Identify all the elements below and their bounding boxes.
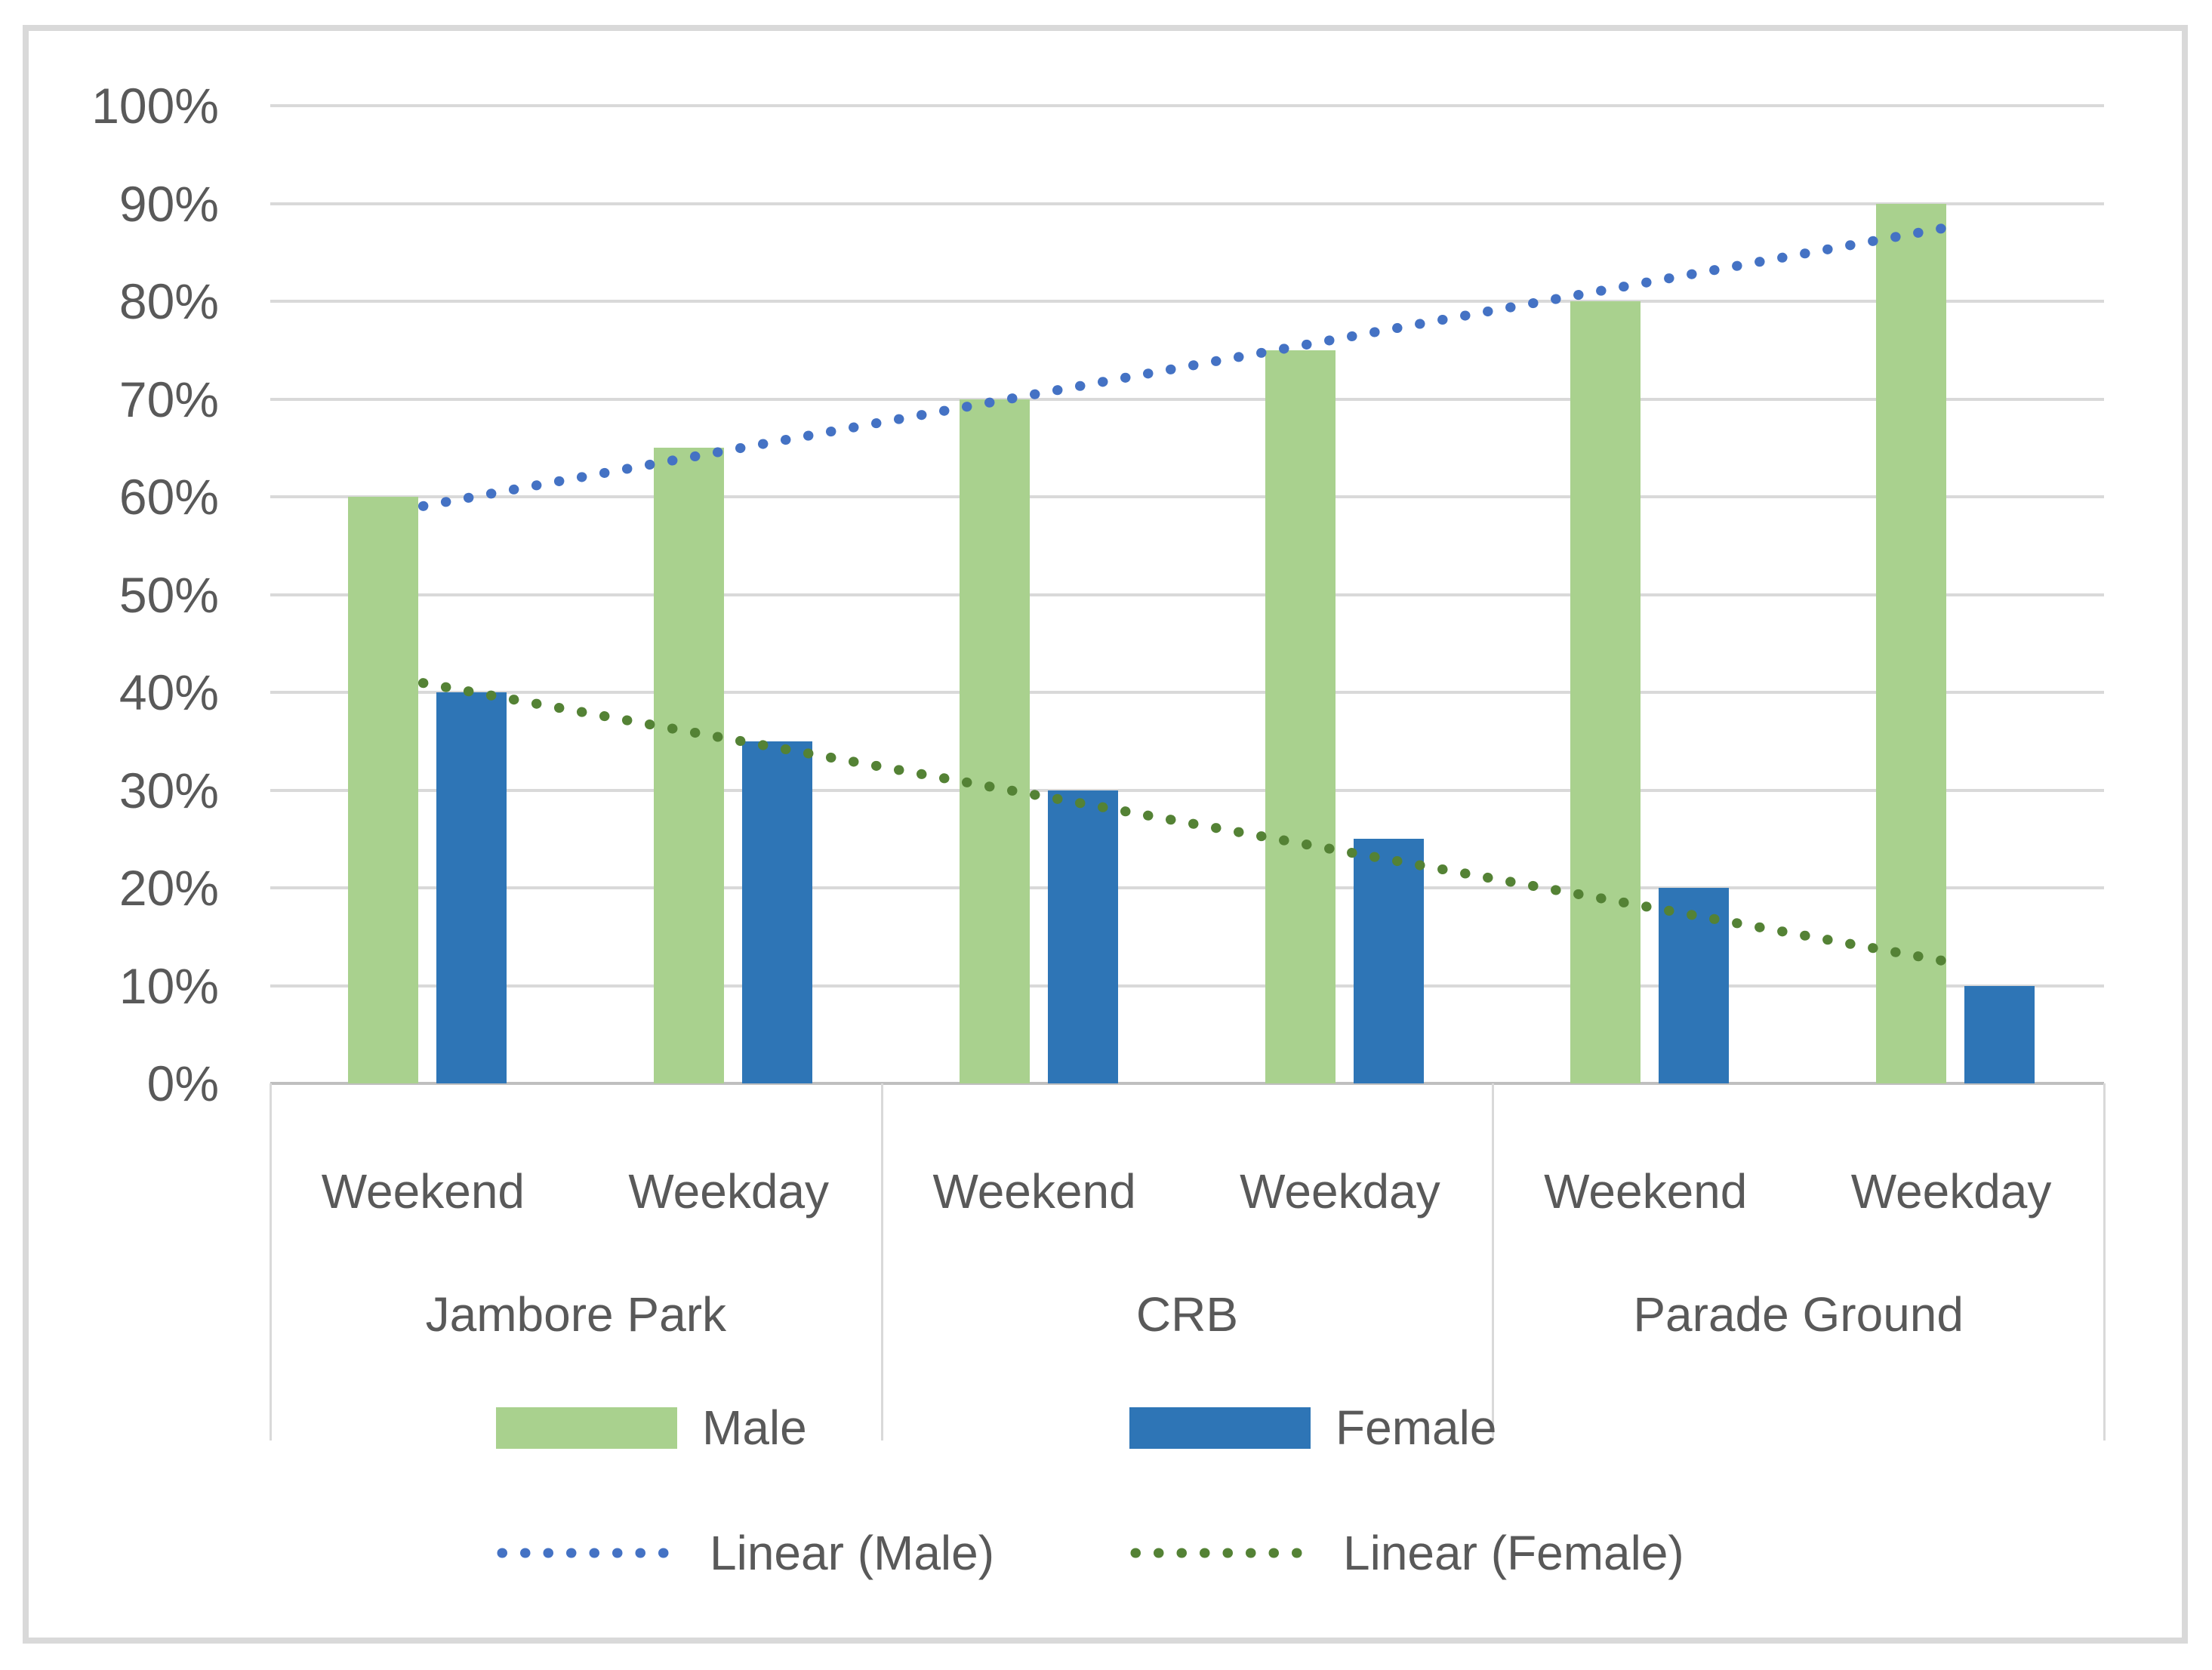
x-tick-label-parade-ground-weekend: Weekend <box>1544 1164 1748 1219</box>
y-tick-label: 30% <box>119 762 219 818</box>
legend-line-linear-female <box>1130 1548 1318 1558</box>
trendline-linear-male <box>417 221 1957 511</box>
gridline-80 <box>270 300 2104 303</box>
bar-male-parade-ground-weekend <box>1570 301 1641 1083</box>
gridline-70 <box>270 397 2104 401</box>
bar-female-jambore-park-weekday <box>741 741 812 1083</box>
legend-line-linear-male <box>497 1548 685 1558</box>
gridline-50 <box>270 593 2104 596</box>
y-tick-label: 0% <box>146 1055 219 1111</box>
bar-male-crb-weekday <box>1265 350 1336 1083</box>
trendline-linear-female <box>417 678 1957 968</box>
gridline-60 <box>270 495 2104 498</box>
gridline-20 <box>270 886 2104 889</box>
bar-female-jambore-park-weekend <box>436 692 507 1083</box>
legend-swatch-male <box>496 1407 677 1449</box>
y-tick-label: 50% <box>119 566 219 623</box>
y-tick-label: 80% <box>119 273 219 329</box>
bar-male-parade-ground-weekday <box>1876 203 1947 1083</box>
legend-label-linear-male: Linear (Male) <box>710 1526 995 1580</box>
bar-female-crb-weekend <box>1047 790 1118 1083</box>
x-tick-label-crb-weekend: Weekend <box>932 1164 1136 1219</box>
trendlines-overlay <box>417 221 1957 968</box>
category-divider <box>2103 1083 2106 1440</box>
y-tick-label: 90% <box>119 175 219 232</box>
plot-area <box>270 104 2104 1085</box>
gridline-10 <box>270 984 2104 988</box>
gridline-0 <box>270 1082 2104 1085</box>
legend-label-female: Female <box>1336 1400 1497 1455</box>
y-tick-label: 60% <box>119 469 219 525</box>
y-tick-label: 40% <box>119 664 219 720</box>
x-group-label-parade-ground: Parade Ground <box>1633 1287 1964 1342</box>
category-divider <box>270 1083 272 1440</box>
gridline-40 <box>270 691 2104 694</box>
gridline-30 <box>270 788 2104 792</box>
x-group-label-jambore-park: Jambore Park <box>425 1287 727 1342</box>
bar-male-jambore-park-weekday <box>653 448 724 1083</box>
y-tick-label: 10% <box>119 957 219 1014</box>
legend-label-linear-female: Linear (Female) <box>1343 1526 1684 1580</box>
bar-male-jambore-park-weekend <box>348 497 418 1083</box>
x-tick-label-parade-ground-weekday: Weekday <box>1850 1164 2052 1219</box>
bar-female-crb-weekday <box>1353 839 1424 1083</box>
bar-female-parade-ground-weekday <box>1964 985 2035 1083</box>
bar-male-crb-weekend <box>959 399 1030 1083</box>
y-tick-label: 70% <box>119 371 219 427</box>
gridline-90 <box>270 202 2104 205</box>
gridline-100 <box>270 104 2104 107</box>
legend-label-male: Male <box>702 1400 807 1455</box>
category-divider <box>1492 1083 1495 1440</box>
y-tick-label: 100% <box>91 78 219 134</box>
x-group-label-crb: CRB <box>1135 1287 1239 1342</box>
x-tick-label-jambore-park-weekend: Weekend <box>321 1164 525 1219</box>
y-tick-label: 20% <box>119 860 219 916</box>
category-divider <box>880 1083 883 1440</box>
x-tick-label-jambore-park-weekday: Weekday <box>628 1164 830 1219</box>
x-tick-label-crb-weekday: Weekday <box>1240 1164 1440 1219</box>
legend-swatch-female <box>1129 1407 1311 1449</box>
